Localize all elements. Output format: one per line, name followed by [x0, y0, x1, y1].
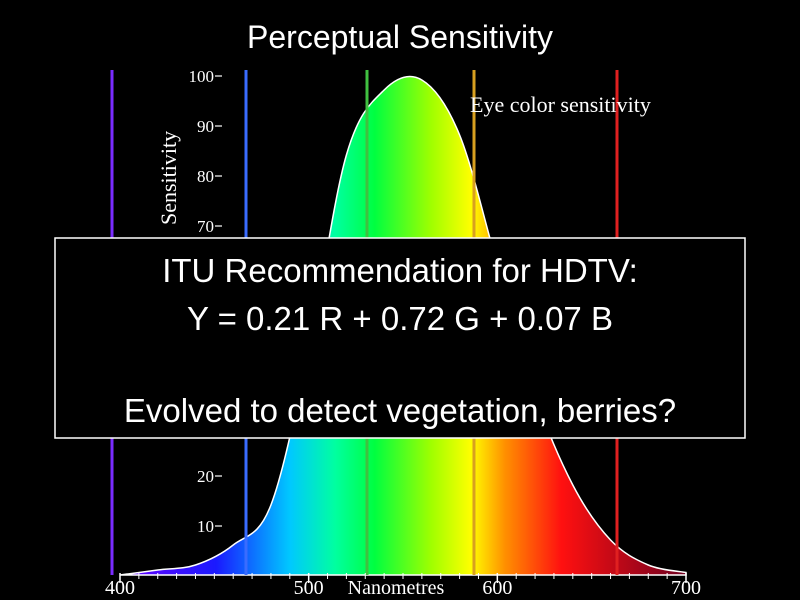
y-tick-label: 70 [197, 217, 214, 236]
callout: ITU Recommendation for HDTV: Y = 0.21 R … [54, 237, 746, 439]
slide-title: Perceptual Sensitivity [247, 19, 553, 55]
y-tick-label: 20 [197, 467, 214, 486]
callout-line: Y = 0.21 R + 0.72 G + 0.07 B [187, 300, 613, 337]
callout-box [54, 237, 746, 439]
y-tick-label: 10 [197, 517, 214, 536]
x-tick-label: 400 [105, 577, 135, 599]
y-tick-label: 90 [197, 117, 214, 136]
y-tick-label: 100 [189, 67, 215, 86]
y-tick-label: 80 [197, 167, 214, 186]
x-axis-label: Nanometres [348, 577, 445, 599]
x-tick-label: 500 [294, 577, 324, 599]
callout-line: ITU Recommendation for HDTV: [162, 252, 638, 289]
y-axis-label: Sensitivity [156, 131, 181, 225]
x-tick-label: 600 [482, 577, 512, 599]
callout-line: Evolved to detect vegetation, berries? [124, 392, 676, 429]
annotation: Eye color sensitivity [470, 92, 651, 117]
x-tick-label: 700 [671, 577, 701, 599]
